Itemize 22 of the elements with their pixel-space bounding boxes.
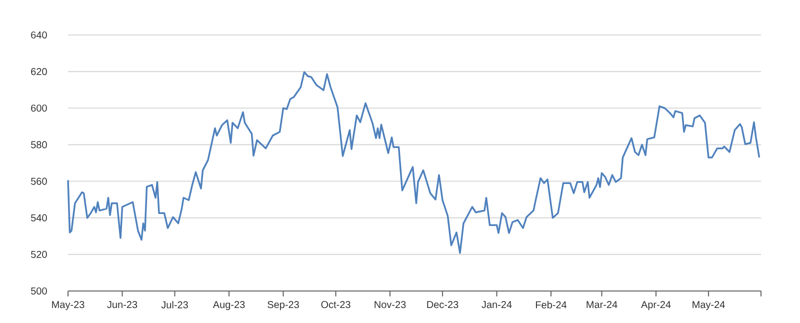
x-tick-label: May-23 (52, 301, 84, 310)
x-tick-label: May-24 (692, 301, 725, 310)
x-tick-label: Oct-23 (321, 301, 350, 308)
y-tick-label: 500 (31, 287, 47, 295)
y-tick-label: 580 (31, 141, 47, 148)
x-tick-label: Jun-23 (107, 301, 138, 308)
x-tick-label: Dec-23 (427, 301, 458, 308)
x-tick-label: Jul-23 (161, 301, 188, 308)
y-tick-label: 560 (31, 178, 47, 185)
x-tick-label: Sep-23 (268, 301, 299, 310)
y-tick-label: 600 (31, 104, 47, 112)
x-tick-label: Apr-24 (641, 301, 671, 310)
y-tick-label: 540 (31, 214, 47, 222)
y-tick-label: 620 (31, 68, 47, 76)
x-tick-label: Mar-24 (586, 301, 618, 308)
x-tick-label: Feb-24 (536, 301, 567, 308)
x-tick-label: Jan-24 (482, 301, 512, 308)
line-series (67, 71, 760, 254)
x-tick-label: Aug-23 (212, 301, 245, 310)
y-tick-label: 640 (31, 31, 47, 39)
y-tick-label: 520 (31, 250, 47, 258)
x-tick-label: Nov-23 (374, 301, 406, 308)
